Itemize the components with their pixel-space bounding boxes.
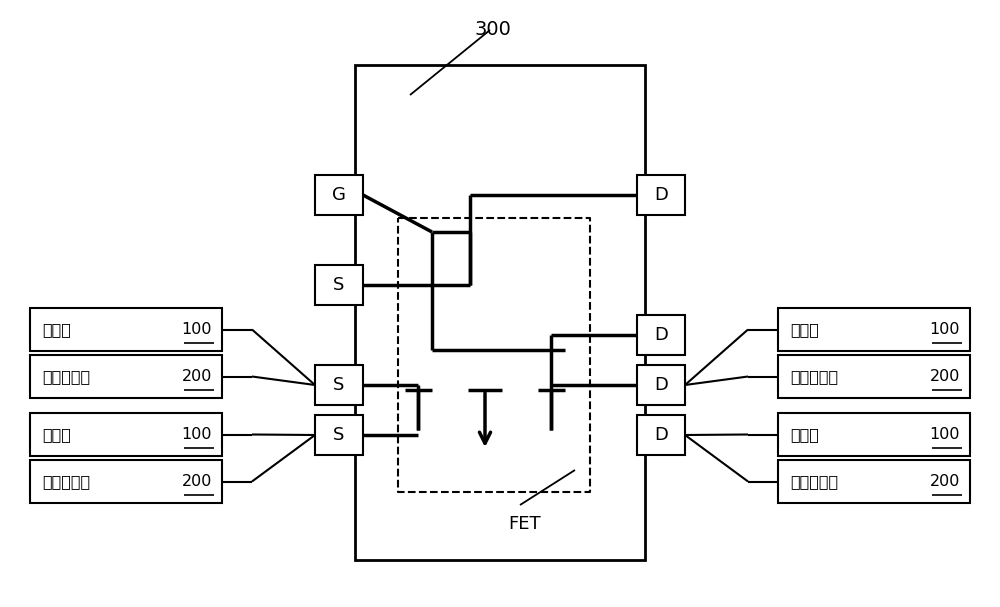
Text: 电压测量表: 电压测量表 bbox=[42, 474, 90, 489]
Text: 100: 100 bbox=[930, 322, 960, 337]
Bar bbox=[30, 355, 222, 398]
Bar bbox=[637, 365, 685, 405]
Bar bbox=[637, 415, 685, 455]
Text: 恒流源: 恒流源 bbox=[790, 427, 819, 442]
Text: 电压测量表: 电压测量表 bbox=[790, 474, 838, 489]
Bar bbox=[30, 460, 222, 503]
Bar bbox=[637, 315, 685, 355]
Bar bbox=[315, 175, 363, 215]
Text: 200: 200 bbox=[930, 369, 960, 384]
Bar bbox=[315, 265, 363, 305]
Bar bbox=[778, 308, 970, 351]
Bar bbox=[315, 415, 363, 455]
Text: 200: 200 bbox=[930, 474, 960, 489]
Text: 恒流源: 恒流源 bbox=[42, 322, 71, 337]
Bar bbox=[778, 460, 970, 503]
Text: S: S bbox=[333, 426, 345, 444]
Text: 100: 100 bbox=[182, 322, 212, 337]
Text: D: D bbox=[654, 326, 668, 344]
Text: 100: 100 bbox=[182, 427, 212, 442]
Text: G: G bbox=[332, 186, 346, 204]
Text: 200: 200 bbox=[182, 369, 212, 384]
Bar bbox=[778, 413, 970, 456]
Bar bbox=[30, 413, 222, 456]
Text: 电压测量表: 电压测量表 bbox=[42, 369, 90, 384]
Text: D: D bbox=[654, 376, 668, 394]
Bar bbox=[30, 308, 222, 351]
Text: FET: FET bbox=[509, 515, 541, 533]
Text: 电压测量表: 电压测量表 bbox=[790, 369, 838, 384]
Bar bbox=[778, 355, 970, 398]
Text: 200: 200 bbox=[182, 474, 212, 489]
Bar bbox=[315, 365, 363, 405]
Text: 恒流源: 恒流源 bbox=[790, 322, 819, 337]
Bar bbox=[355, 65, 645, 560]
Text: S: S bbox=[333, 276, 345, 294]
Text: 100: 100 bbox=[930, 427, 960, 442]
Text: 恒流源: 恒流源 bbox=[42, 427, 71, 442]
Text: D: D bbox=[654, 186, 668, 204]
Text: 300: 300 bbox=[475, 20, 511, 39]
Text: D: D bbox=[654, 426, 668, 444]
Text: S: S bbox=[333, 376, 345, 394]
Bar bbox=[637, 175, 685, 215]
